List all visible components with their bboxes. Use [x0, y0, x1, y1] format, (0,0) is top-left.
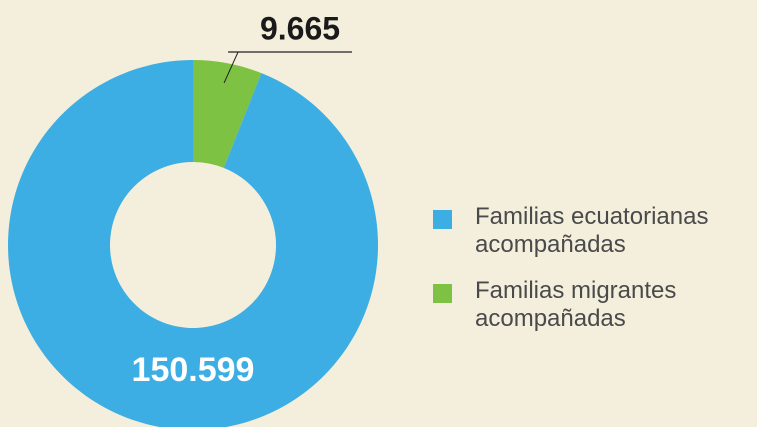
data-label: 150.599 [132, 351, 255, 389]
donut-slice [8, 60, 378, 427]
data-label: 9.665 [260, 10, 340, 46]
leader-line [223, 51, 239, 84]
donut-slice [193, 60, 262, 168]
legend-label: Familias ecuatorianas acompañadas [475, 203, 709, 258]
legend-swatch [433, 210, 452, 229]
legend-swatch [433, 284, 452, 303]
legend-label: Familias migrantes acompañadas [475, 277, 677, 332]
